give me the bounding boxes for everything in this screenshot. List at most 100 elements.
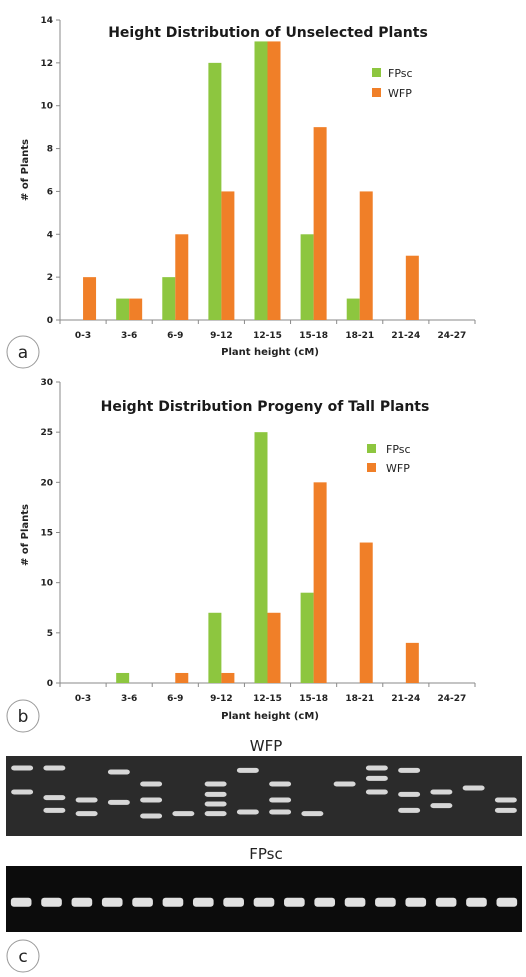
gel-band [43, 765, 66, 771]
legend-label-wfp: WFP [386, 462, 410, 475]
gel-band [75, 797, 98, 803]
gel-band [71, 897, 93, 907]
x-tick-label: 15-18 [299, 331, 328, 341]
chart-b-legend: FPsc WFP [367, 443, 411, 475]
x-tick-label: 6-9 [167, 694, 183, 704]
gel-band [333, 781, 356, 787]
gel-band [132, 897, 153, 907]
x-tick-label: 12-15 [253, 694, 282, 704]
legend-swatch-wfp [372, 88, 381, 97]
bar-wfp-12-15 [267, 612, 281, 683]
legend-swatch-fpsc [372, 68, 381, 77]
gel-band [140, 797, 163, 803]
legend-label-fpsc: FPsc [386, 443, 411, 456]
gel-title-fpsc: FPsc [249, 845, 282, 863]
bar-wfp-0-3 [83, 277, 97, 320]
x-tick-label: 18-21 [345, 331, 374, 341]
gel-band [236, 767, 259, 773]
gel-band [398, 791, 421, 797]
x-tick-label: 9-12 [210, 694, 233, 704]
y-tick-label: 20 [40, 478, 53, 488]
gel-band [107, 769, 130, 775]
gel-band [43, 795, 66, 801]
gel-wfp [6, 756, 522, 836]
gel-band [269, 797, 292, 803]
gel-band [365, 765, 388, 771]
x-tick-label: 21-24 [391, 331, 420, 341]
y-tick-label: 0 [47, 316, 53, 326]
panel-label-a: a [18, 343, 28, 363]
y-tick-label: 4 [47, 230, 53, 240]
legend-swatch-wfp [367, 463, 376, 472]
chart-b: Height Distribution Progeny of Tall Plan… [6, 378, 476, 733]
bar-wfp-21-24 [405, 255, 419, 320]
gel-band [204, 801, 227, 807]
x-tick-label: 9-12 [210, 331, 233, 341]
legend-label-fpsc: FPsc [388, 67, 413, 80]
y-tick-label: 2 [47, 273, 53, 283]
x-tick-label: 3-6 [121, 694, 137, 704]
y-tick-label: 25 [40, 428, 53, 438]
bar-fpsc-3-6 [116, 298, 130, 320]
gel-band [269, 809, 292, 815]
gel-band [11, 765, 34, 771]
x-tick-label: 3-6 [121, 331, 137, 341]
gel-band [494, 807, 517, 813]
chart-b-plot: 0 5 10 15 20 25 30 0-3 3-6 6-9 9-12 12-15 15-18 18-21… [40, 378, 476, 704]
gel-band [192, 897, 214, 907]
gel-band [365, 775, 388, 781]
x-tick-label: 24-27 [438, 694, 467, 704]
x-tick-label: 21-24 [391, 694, 420, 704]
gel-band [301, 811, 324, 817]
bar-wfp-3-6 [129, 298, 143, 320]
chart-b-title: Height Distribution Progeny of Tall Plan… [101, 399, 430, 415]
y-tick-label: 30 [40, 378, 53, 388]
gel-band [405, 897, 427, 907]
y-tick-label: 5 [47, 629, 53, 639]
gel-band [140, 781, 163, 787]
gel-band [204, 811, 227, 817]
y-tick-label: 0 [47, 679, 53, 689]
bar-fpsc-15-18 [300, 592, 314, 683]
gel-band [11, 789, 34, 795]
legend-label-wfp: WFP [388, 87, 412, 100]
y-tick-label: 10 [40, 579, 53, 589]
gel-band [162, 897, 184, 907]
gel-title-wfp: WFP [250, 737, 283, 755]
x-tick-label: 18-21 [345, 694, 374, 704]
chart-a-legend: FPsc WFP [372, 67, 413, 100]
x-tick-label: 0-3 [75, 331, 91, 341]
gel-band [314, 897, 336, 907]
x-tick-label: 15-18 [299, 694, 328, 704]
gel-band [204, 791, 227, 797]
bar-wfp-6-9 [175, 672, 189, 683]
gel-band [43, 807, 66, 813]
gel-panel: WFP FPsc c [6, 737, 522, 973]
gel-band [430, 803, 453, 809]
gel-band [41, 897, 62, 907]
gel-band [398, 807, 421, 813]
panel-label-a-circle [6, 335, 40, 369]
gel-band [435, 897, 457, 907]
gel-band [204, 781, 227, 787]
bar-wfp-21-24 [405, 642, 419, 683]
x-tick-label: 0-3 [75, 694, 91, 704]
x-tick-label: 6-9 [167, 331, 183, 341]
gel-band [101, 897, 123, 907]
panel-label-c-circle [6, 939, 40, 973]
bar-fpsc-6-9 [162, 277, 176, 320]
chart-b-ylabel: # of Plants [20, 504, 31, 566]
bar-wfp-15-18 [313, 127, 327, 321]
bar-fpsc-18-21 [346, 298, 360, 320]
y-tick-label: 10 [40, 102, 53, 112]
gel-band [430, 789, 453, 795]
bar-wfp-18-21 [359, 542, 373, 683]
bar-fpsc-12-15 [254, 41, 268, 321]
gel-band [496, 897, 518, 907]
chart-a-plot: 0 2 4 6 8 10 12 14 0-3 3-6 6-9 9-12 12-15 15-18 18-21 2… [40, 16, 476, 341]
bar-wfp-12-15 [267, 41, 281, 321]
gel-band [375, 897, 396, 907]
bar-fpsc-3-6 [116, 672, 130, 683]
gel-band [466, 897, 487, 907]
